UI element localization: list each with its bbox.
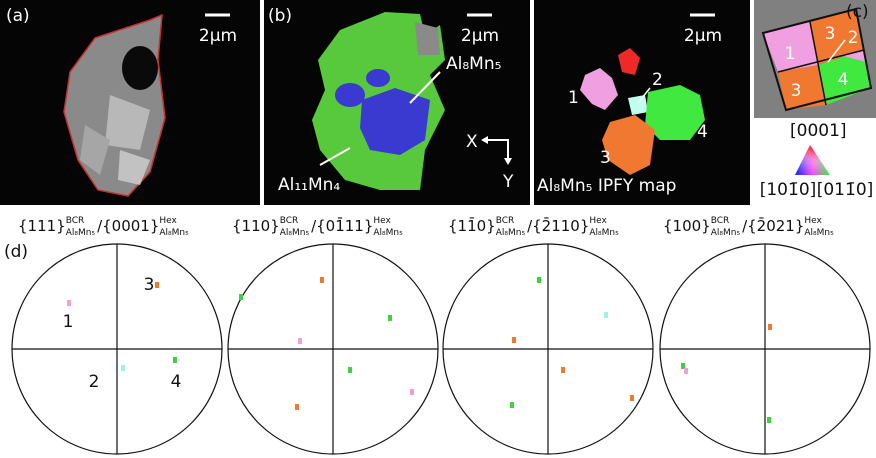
pole-point [410,389,414,395]
title-sub2: Al₈Mn₅ [373,228,403,238]
ipf-key-label: [101̄0] [760,180,817,200]
axis-label: X [466,132,478,152]
grain-label: 3 [791,81,802,101]
grain-label: 1 [568,88,579,108]
pole-point [684,368,688,374]
scale-bar-label: 2μm [461,26,499,46]
grain-label: 4 [838,70,849,90]
panel-label: (c) [846,2,869,22]
pole-point [173,357,177,363]
ipf-key-label: [0001] [790,121,847,141]
grain-label: 2 [652,70,663,90]
panel-c-image [754,0,876,175]
pole-point [388,315,392,321]
title-plane1: {111} [18,217,66,235]
pole-point [320,277,324,283]
grain-label: 1 [63,312,74,332]
title-plane2: /{2̄110} [527,216,589,235]
grain-label: 2 [89,372,100,392]
pole-point [121,365,125,371]
pole-point [510,402,514,408]
pole-figure-title: {11̄0}BCR Al₈Mn₅/{2̄110}Hex Al₈Mn₅ [448,216,619,238]
pole-point [512,337,516,343]
pole-point [298,338,302,344]
pole-point [768,324,772,330]
title-sup1: BCR [711,216,730,226]
title-sup2: Hex [589,216,607,226]
title-sup2: Hex [373,216,391,226]
title-plane2: /{0001} [97,217,159,235]
pole-point [537,277,541,283]
title-sub2: Al₈Mn₅ [804,228,834,238]
pole-point [630,395,634,401]
scale-bar-label: 2μm [684,26,722,46]
pole-figure-title: {100}BCR Al₈Mn₅/{2̄021}Hex Al₈Mn₅ [663,216,834,238]
panel-label: (a) [6,6,30,26]
scale-bar-label: 2μm [199,26,237,46]
panel-label: (b) [268,6,292,26]
figure: (a)2μm(b)2μmAl₈Mn₅Al₁₁Mn₄XY2μm1234Al₈Mn₅… [0,0,876,458]
grain-label: 4 [697,122,708,142]
pole-point [604,312,608,318]
pole-point [239,294,243,300]
axis-label: Y [502,172,514,192]
ipf-key-label: [011̄0] [817,180,874,200]
phase-label: Al₈Mn₅ [446,54,501,74]
title-sup1: BCR [66,216,85,226]
pole-point [155,282,159,288]
title-sup1: BCR [280,216,299,226]
map-caption: Al₈Mn₅ IPFY map [537,176,676,196]
pole-point [348,367,352,373]
grain-label: 3 [144,275,155,295]
pole-point [295,404,299,410]
title-plane2: /{01̄11} [311,216,373,235]
pole-point [67,300,71,306]
pole-point [561,367,565,373]
grain-label: 1 [785,44,796,64]
phase-label: Al₁₁Mn₄ [278,175,340,195]
title-sup2: Hex [804,216,822,226]
title-plane1: {100} [663,217,711,235]
title-sub2: Al₈Mn₅ [589,228,619,238]
grain-label: 3 [825,24,836,44]
grain-label: 3 [600,148,611,168]
pole-figure-title: {111}BCR Al₈Mn₅/{0001}Hex Al₈Mn₅ [18,216,189,238]
title-sup1: BCR [496,216,515,226]
title-sub1: Al₈Mn₅ [280,228,310,238]
title-plane1: {110} [232,217,280,235]
title-sub1: Al₈Mn₅ [496,228,526,238]
pole-figure-title: {110}BCR Al₈Mn₅/{01̄11}Hex Al₈Mn₅ [232,216,403,238]
title-plane1: {11̄0} [448,216,496,235]
title-sub1: Al₈Mn₅ [66,228,96,238]
pole-point [767,417,771,423]
panel-label: (d) [4,242,28,262]
title-plane2: /{2̄021} [742,216,804,235]
title-sub1: Al₈Mn₅ [711,228,741,238]
title-sub2: Al₈Mn₅ [159,228,189,238]
title-sup2: Hex [159,216,177,226]
grain-label: 4 [171,372,182,392]
grain-label: 2 [848,28,859,48]
